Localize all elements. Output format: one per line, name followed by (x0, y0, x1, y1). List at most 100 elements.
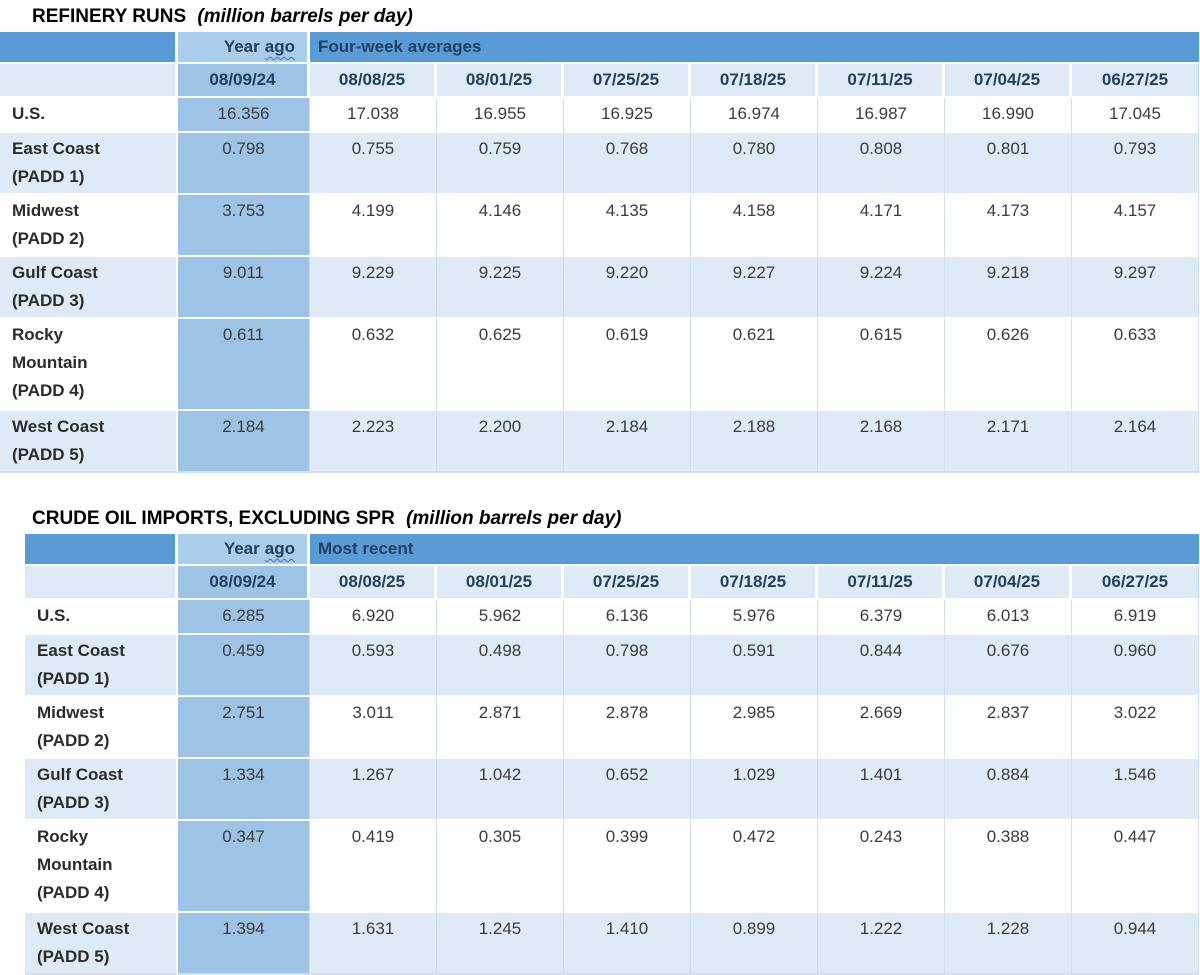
row-label: West Coast (PADD 5) (25, 913, 178, 975)
row-label: Rocky Mountain (PADD 4) (0, 319, 178, 411)
table-row-rocky-mountain: Rocky Mountain (PADD 4) 0.611 0.632 0.62… (0, 319, 1199, 411)
value-cell: 0.399 (564, 821, 691, 913)
value-cell: 0.619 (564, 319, 691, 411)
value-cell: 2.837 (945, 697, 1072, 759)
year-ago-value: 1.334 (178, 759, 310, 821)
row-label: East Coast (PADD 1) (0, 133, 178, 195)
value-cell: 2.164 (1072, 411, 1199, 473)
value-cell: 0.591 (691, 635, 818, 697)
value-cell: 1.245 (437, 913, 564, 975)
year-ago-date-header: 08/09/24 (178, 566, 310, 600)
value-cell: 0.498 (437, 635, 564, 697)
value-cell: 0.960 (1072, 635, 1199, 697)
table-row-gulf-coast: Gulf Coast (PADD 3) 1.334 1.267 1.042 0.… (25, 759, 1199, 821)
year-ago-value: 0.459 (178, 635, 310, 697)
value-cell: 0.884 (945, 759, 1072, 821)
value-cell: 9.229 (310, 257, 437, 319)
value-cell: 2.171 (945, 411, 1072, 473)
year-ago-value: 6.285 (178, 600, 310, 635)
year-ago-value: 9.011 (178, 257, 310, 319)
value-cell: 2.168 (818, 411, 945, 473)
value-cell: 1.228 (945, 913, 1072, 975)
year-ago-value: 0.798 (178, 133, 310, 195)
value-cell: 1.631 (310, 913, 437, 975)
value-cell: 17.045 (1072, 98, 1199, 133)
value-cell: 0.593 (310, 635, 437, 697)
value-cell: 0.447 (1072, 821, 1199, 913)
value-cell: 2.985 (691, 697, 818, 759)
date-header: 07/04/25 (945, 64, 1072, 98)
row-label: Midwest (PADD 2) (25, 697, 178, 759)
row-label: Rocky Mountain (PADD 4) (25, 821, 178, 913)
table-row-east-coast: East Coast (PADD 1) 0.459 0.593 0.498 0.… (25, 635, 1199, 697)
value-cell: 9.220 (564, 257, 691, 319)
value-cell: 2.669 (818, 697, 945, 759)
refinery-runs-section: REFINERY RUNS (million barrels per day) … (0, 5, 1200, 473)
value-cell: 0.808 (818, 133, 945, 195)
title-units-note: (million barrels per day) (406, 508, 622, 529)
refinery-runs-table: Year ago Four-week averages 08/09/24 08/0… (0, 32, 1199, 473)
title-text: REFINERY RUNS (32, 6, 187, 27)
year-ago-value: 1.394 (178, 913, 310, 975)
value-cell: 1.267 (310, 759, 437, 821)
value-cell: 4.157 (1072, 195, 1199, 257)
corner-header-cell (0, 32, 178, 64)
table-row-us: U.S. 6.285 6.920 5.962 6.136 5.976 6.379… (25, 600, 1199, 635)
row-label: Midwest (PADD 2) (0, 195, 178, 257)
year-ago-value: 3.753 (178, 195, 310, 257)
title-text: CRUDE OIL IMPORTS, EXCLUDING SPR (32, 508, 395, 529)
value-cell: 0.632 (310, 319, 437, 411)
value-cell: 1.546 (1072, 759, 1199, 821)
row-label: U.S. (0, 98, 178, 133)
year-ago-value: 2.751 (178, 697, 310, 759)
value-cell: 16.987 (818, 98, 945, 133)
value-cell: 0.621 (691, 319, 818, 411)
value-cell: 0.652 (564, 759, 691, 821)
value-cell: 0.676 (945, 635, 1072, 697)
value-cell: 16.990 (945, 98, 1072, 133)
date-header: 07/18/25 (691, 566, 818, 600)
value-cell: 0.615 (818, 319, 945, 411)
value-cell: 1.029 (691, 759, 818, 821)
value-cell: 0.759 (437, 133, 564, 195)
row-label: West Coast (PADD 5) (0, 411, 178, 473)
value-cell: 17.038 (310, 98, 437, 133)
table-row-gulf-coast: Gulf Coast (PADD 3) 9.011 9.229 9.225 9.… (0, 257, 1199, 319)
value-cell: 1.222 (818, 913, 945, 975)
value-cell: 16.925 (564, 98, 691, 133)
date-header: 08/08/25 (310, 566, 437, 600)
value-cell: 0.755 (310, 133, 437, 195)
value-cell: 0.243 (818, 821, 945, 913)
value-cell: 0.944 (1072, 913, 1199, 975)
value-cell: 0.419 (310, 821, 437, 913)
date-header: 08/01/25 (437, 566, 564, 600)
value-cell: 0.780 (691, 133, 818, 195)
date-header: 06/27/25 (1072, 64, 1199, 98)
value-cell: 0.768 (564, 133, 691, 195)
year-ago-header: Year ago (178, 32, 310, 64)
value-cell: 6.919 (1072, 600, 1199, 635)
year-ago-word: Year (223, 37, 260, 56)
value-cell: 3.022 (1072, 697, 1199, 759)
date-header: 07/11/25 (818, 64, 945, 98)
value-cell: 2.184 (564, 411, 691, 473)
title-units-note: (million barrels per day) (197, 6, 413, 27)
value-cell: 4.146 (437, 195, 564, 257)
date-header: 08/08/25 (310, 64, 437, 98)
year-ago-value: 0.611 (178, 319, 310, 411)
value-cell: 0.388 (945, 821, 1072, 913)
corner-header-cell (25, 534, 178, 566)
value-cell: 4.173 (945, 195, 1072, 257)
value-cell: 6.013 (945, 600, 1072, 635)
crude-oil-imports-section: CRUDE OIL IMPORTS, EXCLUDING SPR (millio… (25, 507, 1200, 975)
value-cell: 16.974 (691, 98, 818, 133)
value-cell: 6.920 (310, 600, 437, 635)
value-cell: 0.899 (691, 913, 818, 975)
value-cell: 9.297 (1072, 257, 1199, 319)
year-ago-value: 2.184 (178, 411, 310, 473)
year-ago-word-squiggled: ago (264, 539, 295, 558)
value-cell: 0.801 (945, 133, 1072, 195)
value-cell: 4.199 (310, 195, 437, 257)
value-cell: 9.218 (945, 257, 1072, 319)
